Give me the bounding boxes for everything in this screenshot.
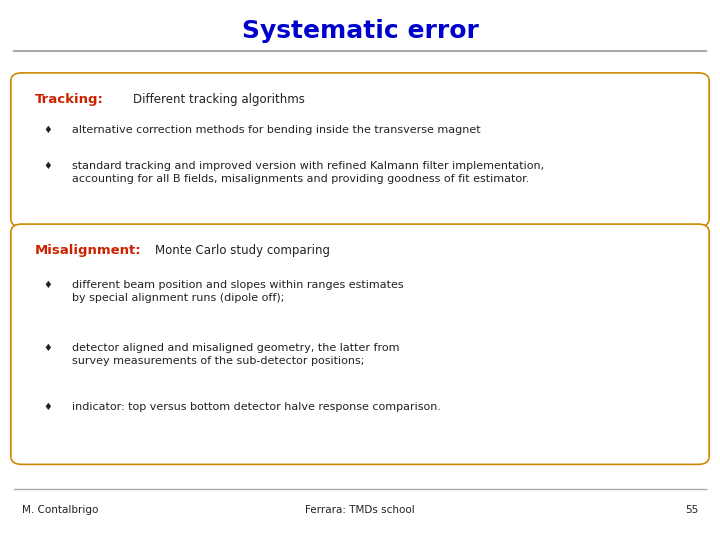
Text: Different tracking algorithms: Different tracking algorithms (133, 93, 305, 106)
Text: alternative correction methods for bending inside the transverse magnet: alternative correction methods for bendi… (72, 125, 481, 136)
Text: ♦: ♦ (43, 125, 52, 136)
Text: ♦: ♦ (43, 402, 52, 413)
Text: 55: 55 (685, 505, 698, 515)
Text: ♦: ♦ (43, 280, 52, 290)
Text: standard tracking and improved version with refined Kalmann filter implementatio: standard tracking and improved version w… (72, 161, 544, 184)
Text: Monte Carlo study comparing: Monte Carlo study comparing (155, 244, 330, 257)
Text: Tracking:: Tracking: (35, 93, 104, 106)
Text: ♦: ♦ (43, 161, 52, 171)
Text: M. Contalbrigo: M. Contalbrigo (22, 505, 98, 515)
Text: indicator: top versus bottom detector halve response comparison.: indicator: top versus bottom detector ha… (72, 402, 441, 413)
Text: detector aligned and misaligned geometry, the latter from
survey measurements of: detector aligned and misaligned geometry… (72, 343, 400, 366)
FancyBboxPatch shape (11, 224, 709, 464)
Text: ♦: ♦ (43, 343, 52, 353)
Text: Ferrara: TMDs school: Ferrara: TMDs school (305, 505, 415, 515)
Text: Systematic error: Systematic error (242, 19, 478, 43)
Text: different beam position and slopes within ranges estimates
by special alignment : different beam position and slopes withi… (72, 280, 404, 302)
FancyBboxPatch shape (11, 73, 709, 227)
Text: Misalignment:: Misalignment: (35, 244, 141, 257)
